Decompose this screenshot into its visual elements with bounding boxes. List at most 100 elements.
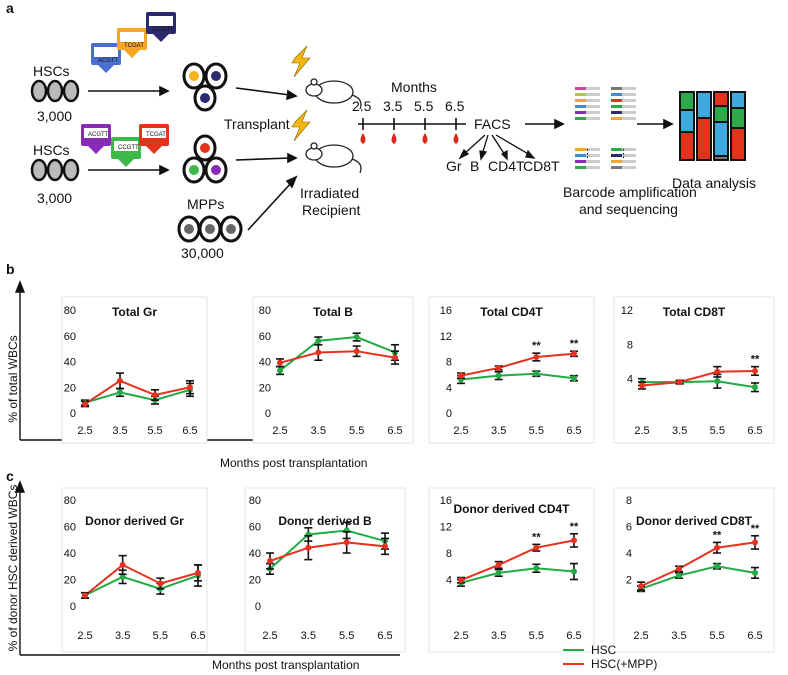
series-line-hsc-mpp [84, 563, 199, 597]
x-tick-label: 5.5 [147, 425, 162, 437]
row-b-xlabel: Months post transplantation [220, 456, 367, 470]
barcode-seq-bottom-2: CCGTT [118, 145, 139, 151]
data-point [315, 349, 322, 356]
y-tick-label: 4 [627, 374, 633, 386]
y-tick-label: 16 [440, 495, 452, 507]
read-barcode [611, 148, 622, 151]
data-point [152, 391, 158, 398]
barcode-seq-bottom-3: TCGAT [146, 132, 166, 138]
series-line-hsc-mpp [641, 369, 756, 387]
y-tick-label: 8 [446, 357, 452, 369]
data-point [305, 544, 312, 551]
data-point [714, 378, 721, 385]
hsc-count-1: 3,000 [37, 108, 72, 124]
y-tick-label: 20 [64, 382, 76, 394]
read-sequence [586, 166, 600, 169]
significance-marker: ** [751, 354, 760, 366]
significance-marker: ** [570, 521, 579, 533]
significance-marker: ** [570, 338, 579, 350]
y-tick-label: 60 [64, 331, 76, 343]
read-barcode [611, 154, 622, 157]
read-sequence [622, 87, 636, 90]
read-barcode [611, 93, 622, 96]
data-point [277, 367, 283, 374]
months-label: Months [391, 79, 437, 95]
data-point [157, 580, 164, 587]
transplant-label: Transplant [224, 116, 290, 132]
y-tick-label: 12 [440, 522, 452, 534]
data-point [267, 557, 273, 564]
data-point [458, 372, 464, 379]
series-line-hsc-mpp [460, 539, 575, 582]
y-tick-label: 20 [259, 382, 271, 394]
y-tick-label: 80 [259, 305, 271, 317]
chart-panel: Total CD4T 0 4 8 12 16 2.5 3.5 5.5 6.5 ** ** [428, 296, 595, 444]
data-point [676, 565, 682, 572]
read-barcode [575, 117, 586, 120]
data-point [752, 367, 758, 374]
series-line-hsc-mpp [279, 350, 396, 364]
barcode-amplification-line2: and sequencing [579, 201, 678, 217]
y-tick-label: 8 [626, 495, 632, 507]
data-point [353, 334, 360, 341]
read-sequence [586, 148, 600, 151]
timepoint-label: 2.5 [352, 98, 372, 114]
y-tick-label: 0 [70, 408, 76, 420]
y-tick-label: 8 [446, 548, 452, 560]
y-tick-label: 16 [440, 305, 452, 317]
y-tick-label: 60 [64, 522, 76, 534]
y-tick-label: 80 [249, 495, 261, 507]
barcoded-cells-bottom [182, 134, 228, 184]
data-point [343, 539, 350, 546]
x-tick-label: 2.5 [77, 425, 92, 437]
hsc-cells-1 [30, 79, 80, 103]
arrows-barcoding [88, 85, 170, 176]
data-point [187, 384, 193, 391]
legend-hsc-mpp-label: HSC(+MPP) [591, 657, 657, 671]
row-c-frame [14, 480, 400, 656]
chart-title: Total CD4T [480, 305, 543, 319]
y-tick-label: 60 [249, 522, 261, 534]
x-tick-label: 6.5 [566, 630, 581, 642]
y-tick-label: 0 [446, 408, 452, 420]
significance-marker: ** [532, 340, 541, 352]
series-line-hsc [642, 380, 756, 389]
data-point [714, 563, 720, 570]
panel-label-a: a [6, 0, 14, 16]
data-point [277, 359, 283, 366]
x-tick-label: 5.5 [529, 630, 544, 642]
barcode-seq-bottom-1: ACGTT [88, 132, 109, 138]
significance-marker: ** [532, 531, 541, 543]
data-point [571, 568, 577, 575]
read-barcode [611, 99, 622, 102]
x-tick-label: 6.5 [182, 425, 197, 437]
x-tick-label: 6.5 [387, 425, 402, 437]
series-line-hsc [84, 574, 199, 597]
x-tick-label: 3.5 [672, 425, 687, 437]
data-analysis-label: Data analysis [672, 175, 756, 191]
data-point [676, 572, 682, 579]
y-tick-label: 4 [626, 548, 632, 560]
x-tick-label: 3.5 [491, 630, 506, 642]
x-tick-label: 5.5 [710, 425, 725, 437]
read-sequence [586, 160, 600, 163]
data-point [119, 573, 126, 580]
read-barcode [575, 99, 586, 102]
data-point [392, 354, 398, 361]
barcode-tags-bottom [81, 124, 169, 167]
chart-panel: Donor derived Gr 0 20 40 60 80 2.5 3.5 5.5 6.5 [61, 487, 208, 653]
data-point [533, 565, 540, 572]
chart-title: Donor derived CD8T [636, 514, 753, 528]
data-point [117, 377, 123, 384]
chart-frame [613, 296, 775, 444]
data-point [676, 379, 683, 386]
x-tick-label: 6.5 [377, 630, 392, 642]
y-tick-label: 40 [259, 357, 271, 369]
data-point [714, 368, 721, 375]
y-tick-label: 6 [626, 522, 632, 534]
x-tick-label: 6.5 [747, 630, 762, 642]
facs-arrows [458, 134, 536, 161]
row-c-xlabel: Months post transplantation [212, 658, 359, 672]
read-barcode [611, 117, 622, 120]
